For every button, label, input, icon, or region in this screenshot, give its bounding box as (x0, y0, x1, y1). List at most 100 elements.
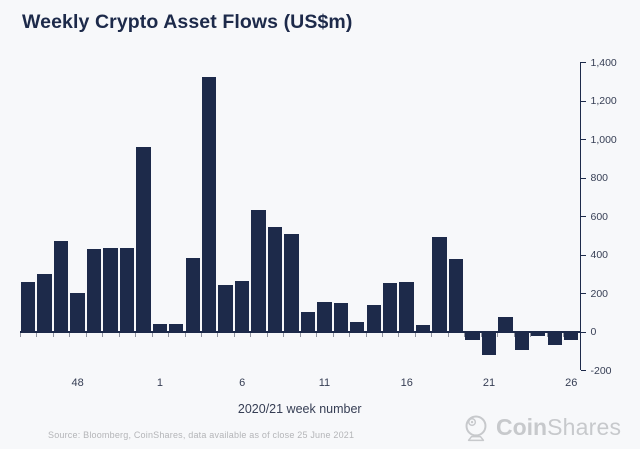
y-tick-label-1000: 1,000 (590, 133, 617, 146)
coinshares-logo-icon (465, 415, 487, 442)
x-axis-tick (151, 332, 153, 338)
x-axis-tick (20, 332, 21, 338)
x-axis-tick (398, 332, 400, 338)
x-axis-tick (431, 332, 433, 338)
y-axis-line (579, 62, 581, 371)
bar-week-19 (448, 259, 464, 332)
x-tick-label-week-6: 6 (239, 377, 246, 389)
y-axis-tick-1200 (581, 100, 586, 102)
bar-week-47 (53, 241, 69, 332)
x-axis-tick (414, 332, 416, 338)
x-tick-label-week-21: 21 (482, 377, 496, 389)
y-axis-tick-200 (581, 293, 586, 295)
bar-week-4 (202, 77, 217, 332)
x-tick-label-week-26: 26 (565, 377, 578, 389)
bar-week-25 (547, 331, 562, 346)
x-axis-tick (513, 332, 515, 338)
bar-week-10 (300, 312, 316, 332)
x-axis-tick (217, 332, 219, 338)
x-axis-tick (168, 332, 170, 338)
x-axis-tick (497, 332, 499, 338)
bar-week-49 (86, 248, 102, 332)
bar-week-14 (366, 304, 381, 332)
x-axis-tick (316, 332, 318, 338)
y-tick-label-400: 400 (590, 249, 609, 262)
y-axis-tick-0 (581, 331, 586, 333)
y-tick-label-200: 200 (590, 287, 609, 300)
x-axis-tick (464, 332, 466, 338)
y-tick-label--200: -200 (590, 364, 612, 377)
bar-week-3 (185, 258, 200, 332)
y-tick-label-0: 0 (590, 326, 597, 339)
bar-week-16 (399, 281, 414, 332)
y-axis-tick-600 (581, 216, 586, 218)
logo-text-coin: Coin (496, 414, 548, 440)
x-axis-tick (184, 332, 186, 338)
x-axis-tick (102, 332, 104, 338)
x-axis-tick (546, 332, 548, 338)
x-axis-tick (233, 332, 235, 338)
x-axis-tick (118, 332, 120, 338)
bar-week-8 (267, 226, 283, 332)
bar-week-51 (119, 247, 135, 332)
y-axis-tick-800 (581, 177, 586, 179)
x-axis-tick (480, 332, 482, 338)
bar-week-45 (21, 281, 36, 332)
x-axis-tick (36, 332, 38, 338)
bar-week-20 (465, 331, 480, 341)
bar-week-5 (218, 285, 233, 332)
x-axis-line (20, 331, 580, 333)
bar-week-21 (481, 331, 497, 355)
x-axis-tick (52, 332, 54, 338)
bar-week-17 (415, 324, 431, 332)
bar-week-7 (251, 210, 266, 332)
bar-week-11 (317, 301, 332, 332)
x-tick-label-week-16: 16 (400, 377, 413, 389)
x-axis-tick (365, 332, 367, 338)
x-axis-tick (382, 332, 384, 338)
bar-week-46 (37, 273, 52, 332)
bar-week-22 (498, 317, 513, 332)
x-axis-tick (135, 332, 137, 338)
page-title: Weekly Crypto Asset Flows (US$m) (22, 11, 353, 33)
bar-week-52 (136, 146, 151, 332)
x-axis-title: 2020/21 week number (237, 402, 362, 416)
source-note: Source: Bloomberg, CoinShares, data avai… (48, 430, 355, 440)
x-axis-tick (349, 332, 351, 338)
x-tick-label-week-1: 1 (156, 377, 163, 389)
logo-text: CoinShares (496, 413, 621, 441)
bar-week-13 (350, 322, 365, 332)
x-tick-label-week-48: 48 (71, 377, 84, 389)
bar-week-23 (514, 331, 530, 350)
bar-week-1 (152, 323, 167, 332)
bar-week-9 (284, 234, 299, 332)
bar-week-15 (383, 282, 398, 332)
x-axis-tick (201, 332, 202, 338)
x-axis-tick (266, 332, 268, 338)
bar-week-6 (234, 280, 250, 332)
y-axis-tick--200 (581, 370, 586, 372)
x-axis-tick (563, 332, 565, 338)
bar-week-26 (564, 331, 579, 341)
bar-week-48 (70, 293, 85, 332)
x-axis-tick (332, 332, 334, 338)
x-axis-tick (447, 332, 449, 338)
x-axis-tick (283, 332, 285, 338)
logo-text-shares: Shares (547, 414, 622, 440)
y-axis-tick-1000 (581, 139, 586, 141)
x-axis-tick (69, 332, 71, 338)
y-axis-tick-1400 (581, 62, 586, 64)
x-axis-tick (250, 332, 252, 338)
x-axis-tick (85, 332, 87, 338)
bar-week-50 (103, 247, 118, 332)
y-axis-tick-400 (581, 254, 586, 256)
bar-week-2 (169, 323, 184, 332)
bar-week-18 (432, 237, 447, 332)
bar-week-24 (531, 331, 546, 336)
x-axis-tick (530, 332, 532, 338)
coinshares-logo: CoinShares (462, 413, 621, 443)
x-tick-label-week-11: 11 (318, 377, 331, 389)
bar-week-12 (333, 302, 348, 332)
